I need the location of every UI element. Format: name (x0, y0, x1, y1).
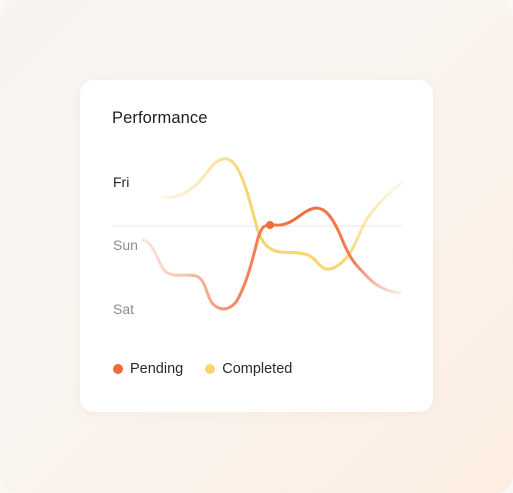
legend-label-completed: Completed (222, 361, 293, 377)
completed-dot-icon (205, 364, 216, 374)
pending-highlight-point[interactable] (266, 221, 274, 229)
series-completed-line (160, 157, 404, 271)
performance-chart (112, 157, 404, 311)
legend-item-completed[interactable]: Completed (205, 361, 292, 377)
performance-card: Performance (80, 80, 433, 412)
pending-dot-icon (113, 364, 123, 374)
y-label-sun: Sun (113, 237, 138, 253)
legend-item-pending[interactable]: Pending (113, 361, 183, 377)
y-label-fri: Fri (113, 174, 130, 190)
chart-legend: Pending Completed (113, 361, 314, 377)
legend-label-pending: Pending (130, 361, 184, 377)
y-label-sat: Sat (113, 301, 135, 317)
card-title: Performance (112, 109, 208, 127)
series-pending-line (141, 206, 402, 311)
